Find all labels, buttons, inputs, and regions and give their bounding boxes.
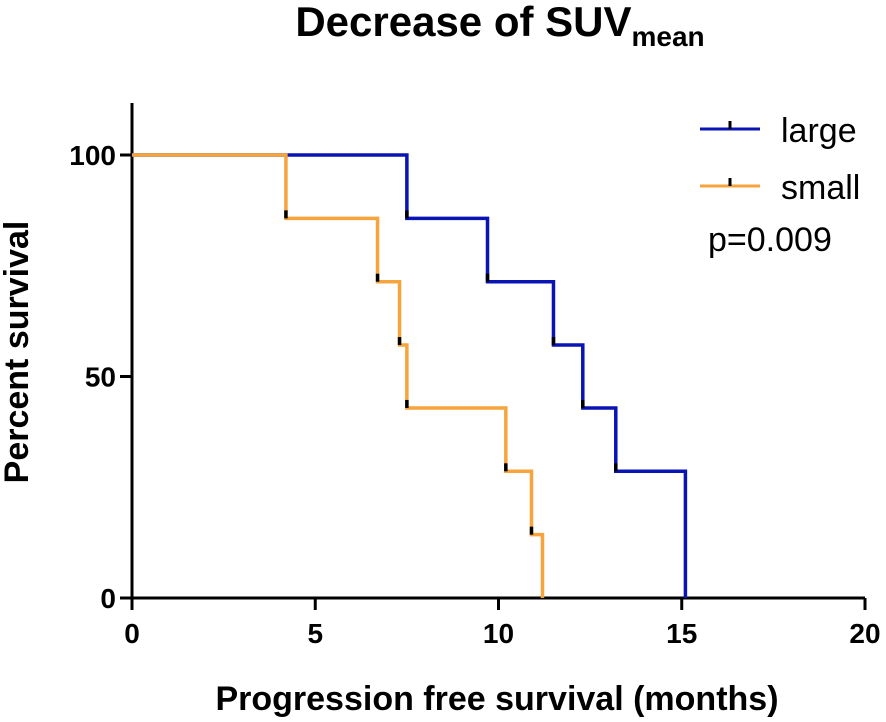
x-axis-label: Progression free survival (months) <box>215 680 778 718</box>
ticks: 0 5 10 15 20 0 50 100 <box>69 140 880 649</box>
legend-label-small: small <box>781 169 860 207</box>
x-tick-label: 0 <box>124 618 140 649</box>
y-tick-label: 50 <box>85 362 116 393</box>
chart-title-main: Decrease of SUV <box>295 0 631 45</box>
x-tick-label: 5 <box>307 618 323 649</box>
p-value-annotation: p=0.009 <box>708 221 832 259</box>
legend-label-large: large <box>781 112 857 150</box>
y-tick-label: 100 <box>69 140 116 171</box>
chart-title-subscript: mean <box>632 21 705 52</box>
survival-line-small <box>132 153 545 598</box>
y-axis-label: Percent survival <box>0 221 36 484</box>
series-large <box>132 153 688 598</box>
x-tick-label: 15 <box>666 618 697 649</box>
chart-title: Decrease of SUVmean <box>295 0 704 52</box>
x-tick-label: 10 <box>483 618 514 649</box>
series-small <box>132 153 545 598</box>
legend: large small <box>700 112 860 207</box>
y-tick-label: 0 <box>100 583 116 614</box>
series-layer <box>132 153 688 598</box>
survival-line-large <box>132 153 688 598</box>
x-tick-label: 20 <box>849 618 880 649</box>
axes <box>120 103 865 610</box>
